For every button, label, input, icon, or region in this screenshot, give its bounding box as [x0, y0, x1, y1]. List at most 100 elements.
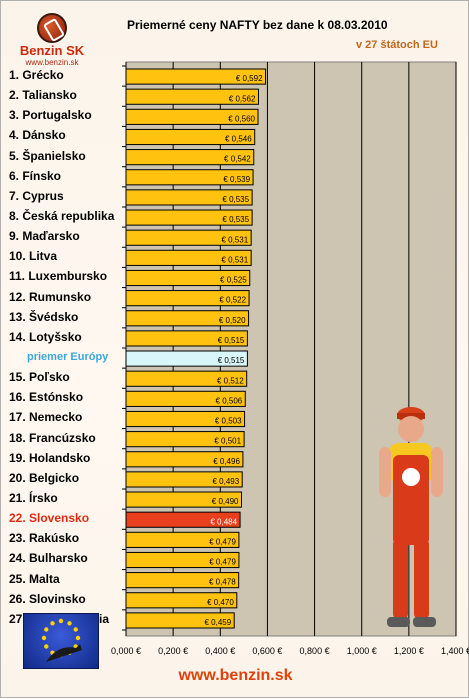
bar-value-label: € 0,493: [213, 477, 240, 486]
category-label: 12. Rumunsko: [9, 289, 92, 304]
category-label: 19. Holandsko: [9, 450, 91, 465]
category-label: 16. Estónsko: [9, 390, 84, 405]
category-label: 18. Francúzsko: [9, 430, 96, 445]
bar-value-label: € 0,546: [225, 135, 252, 144]
bar-value-label: € 0,515: [218, 336, 245, 345]
bar-value-label: € 0,525: [220, 276, 247, 285]
chart-title: Priemerné ceny NAFTY bez dane k 08.03.20…: [127, 18, 388, 32]
chart-subtitle: v 27 štátoch EU: [356, 39, 438, 51]
x-tick-label: 0,400 €: [205, 646, 235, 656]
bar-value-label: € 0,542: [224, 155, 251, 164]
x-tick-label: 0,600 €: [252, 646, 282, 656]
bar-value-label: € 0,520: [219, 316, 246, 325]
category-label: 6. Fínsko: [9, 168, 62, 183]
eu-star: [58, 618, 64, 624]
category-label: 17. Nemecko: [9, 410, 83, 425]
x-tick-label: 1,200 €: [394, 646, 424, 656]
eu-star: [44, 627, 49, 632]
bar: [125, 390, 246, 407]
bar: [125, 108, 259, 125]
x-tick-label: 0,000 €: [111, 646, 141, 656]
category-label: priemer Európy: [27, 351, 109, 363]
bar: [125, 290, 250, 307]
bar-value-label: € 0,459: [204, 618, 231, 627]
category-label: 14. Lotyšsko: [9, 329, 82, 344]
bar: [125, 350, 248, 367]
category-label: 22. Slovensko: [9, 511, 90, 526]
category-label: 10. Litva: [9, 249, 58, 264]
bar-value-label: € 0,512: [217, 376, 244, 385]
eu-star: [73, 627, 78, 632]
category-label: 21. Írsko: [9, 491, 58, 505]
bar: [125, 88, 259, 105]
bar: [125, 551, 240, 569]
x-tick-label: 1,400 €: [441, 646, 469, 656]
category-label: 15. Poľsko: [9, 370, 70, 385]
category-label: 2. Taliansko: [9, 88, 77, 103]
eu-star: [50, 621, 55, 626]
bar-value-label: € 0,515: [218, 356, 245, 365]
x-tick-label: 0,200 €: [158, 646, 188, 656]
footer-url[interactable]: www.benzin.sk: [178, 667, 293, 684]
bar: [125, 592, 238, 609]
category-label: 24. Bulharsko: [9, 551, 88, 566]
benzin-sk-logo[interactable]: Benzin SK www.benzin.sk: [11, 13, 93, 69]
bar: [125, 149, 255, 166]
bar: [125, 68, 267, 85]
bar-value-label: € 0,496: [213, 457, 240, 466]
bar-value-label: € 0,535: [222, 215, 249, 224]
bar-value-label: € 0,478: [209, 578, 236, 587]
bar-value-label: € 0,506: [216, 396, 243, 405]
bar-value-label: € 0,490: [212, 497, 239, 506]
category-label: 8. Česká republika: [9, 209, 115, 223]
category-label: 7. Cyprus: [9, 188, 64, 203]
category-label: 5. Španielsko: [9, 148, 86, 163]
bar: [125, 209, 253, 226]
bar: [125, 431, 245, 448]
eu-flag-image: [23, 613, 99, 669]
bar: [125, 189, 253, 206]
logo-url: www.benzin.sk: [25, 58, 79, 67]
x-tick-label: 1,000 €: [347, 646, 377, 656]
category-label: 26. Slovinsko: [9, 591, 86, 606]
bar: [125, 249, 252, 266]
bar: [125, 169, 254, 186]
bar-value-label: € 0,479: [209, 558, 236, 567]
category-label: 23. Rakúsko: [9, 531, 80, 546]
bar: [125, 451, 244, 468]
bar-value-label: € 0,503: [215, 417, 242, 426]
bar: [125, 229, 252, 246]
logo-name: Benzin SK: [19, 43, 85, 58]
category-label: 25. Malta: [9, 571, 60, 586]
bar-value-label: € 0,531: [221, 255, 248, 264]
x-tick-label: 0,800 €: [300, 646, 330, 656]
bar: [125, 471, 243, 488]
category-label: 13. Švédsko: [9, 309, 79, 324]
bar-value-label: € 0,470: [207, 598, 234, 607]
bar: [125, 128, 256, 146]
bar-value-label: € 0,535: [222, 195, 249, 204]
bar: [125, 531, 240, 548]
category-label: 20. Belgicko: [9, 470, 80, 485]
bar-value-label: € 0,531: [221, 235, 248, 244]
bar-value-label: € 0,592: [236, 74, 263, 83]
fuel-pump-icon: [37, 13, 67, 43]
bar-value-label: € 0,560: [228, 114, 255, 123]
bar: [125, 269, 251, 287]
gas-station-attendant-illustration: [379, 407, 443, 627]
category-label: 9. Maďarsko: [9, 229, 80, 244]
category-label: 3. Portugalsko: [9, 108, 92, 123]
bar-value-label: € 0,479: [209, 537, 236, 546]
bar: [125, 330, 248, 347]
bar-value-label: € 0,539: [223, 175, 250, 184]
bar: [125, 612, 235, 629]
eu-star: [67, 621, 72, 626]
bar: [125, 491, 242, 508]
category-label: 1. Grécko: [9, 68, 64, 82]
eu-star: [41, 635, 47, 641]
eu-star: [44, 644, 49, 649]
bar: [125, 410, 246, 428]
bar-value-label: € 0,501: [214, 437, 241, 446]
bar: [125, 310, 250, 327]
